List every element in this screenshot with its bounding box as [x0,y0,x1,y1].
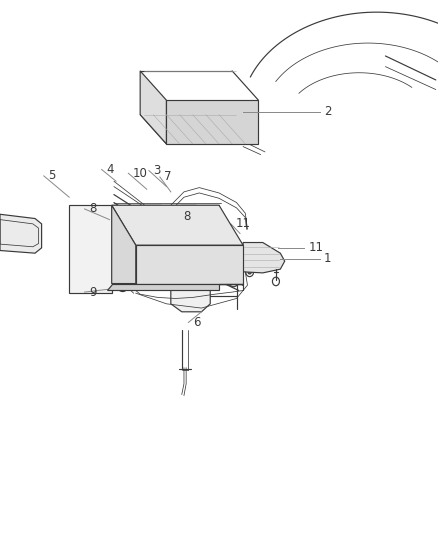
Polygon shape [140,71,166,144]
Text: 11: 11 [235,217,250,230]
Circle shape [101,256,109,266]
Circle shape [11,224,25,241]
Circle shape [186,211,198,224]
Circle shape [101,209,109,219]
Text: 2: 2 [324,106,332,118]
Text: 1: 1 [324,252,332,265]
Polygon shape [136,245,243,284]
Polygon shape [0,214,42,253]
Polygon shape [107,284,243,290]
Polygon shape [243,243,285,273]
Circle shape [248,270,251,274]
Polygon shape [145,205,166,229]
Circle shape [72,232,80,242]
Circle shape [272,277,279,286]
Text: 8: 8 [183,210,191,223]
Circle shape [151,211,162,224]
Circle shape [72,279,80,289]
Polygon shape [166,100,258,144]
Polygon shape [180,205,201,229]
Circle shape [181,284,200,308]
Circle shape [72,256,80,266]
Polygon shape [69,205,112,293]
Text: 4: 4 [106,163,113,176]
Circle shape [72,209,80,219]
Text: 6: 6 [193,316,200,329]
Text: 7: 7 [164,171,172,183]
Circle shape [101,232,109,242]
Polygon shape [140,115,258,144]
Text: 10: 10 [133,167,148,180]
Circle shape [185,289,196,302]
Circle shape [101,279,109,289]
Polygon shape [171,280,210,312]
Text: 11: 11 [309,241,324,254]
Polygon shape [112,205,243,245]
Text: 8: 8 [89,203,96,215]
Text: 9: 9 [89,286,96,298]
Text: 5: 5 [48,169,56,182]
Text: 3: 3 [153,164,161,177]
Polygon shape [112,205,136,284]
Circle shape [246,267,254,277]
